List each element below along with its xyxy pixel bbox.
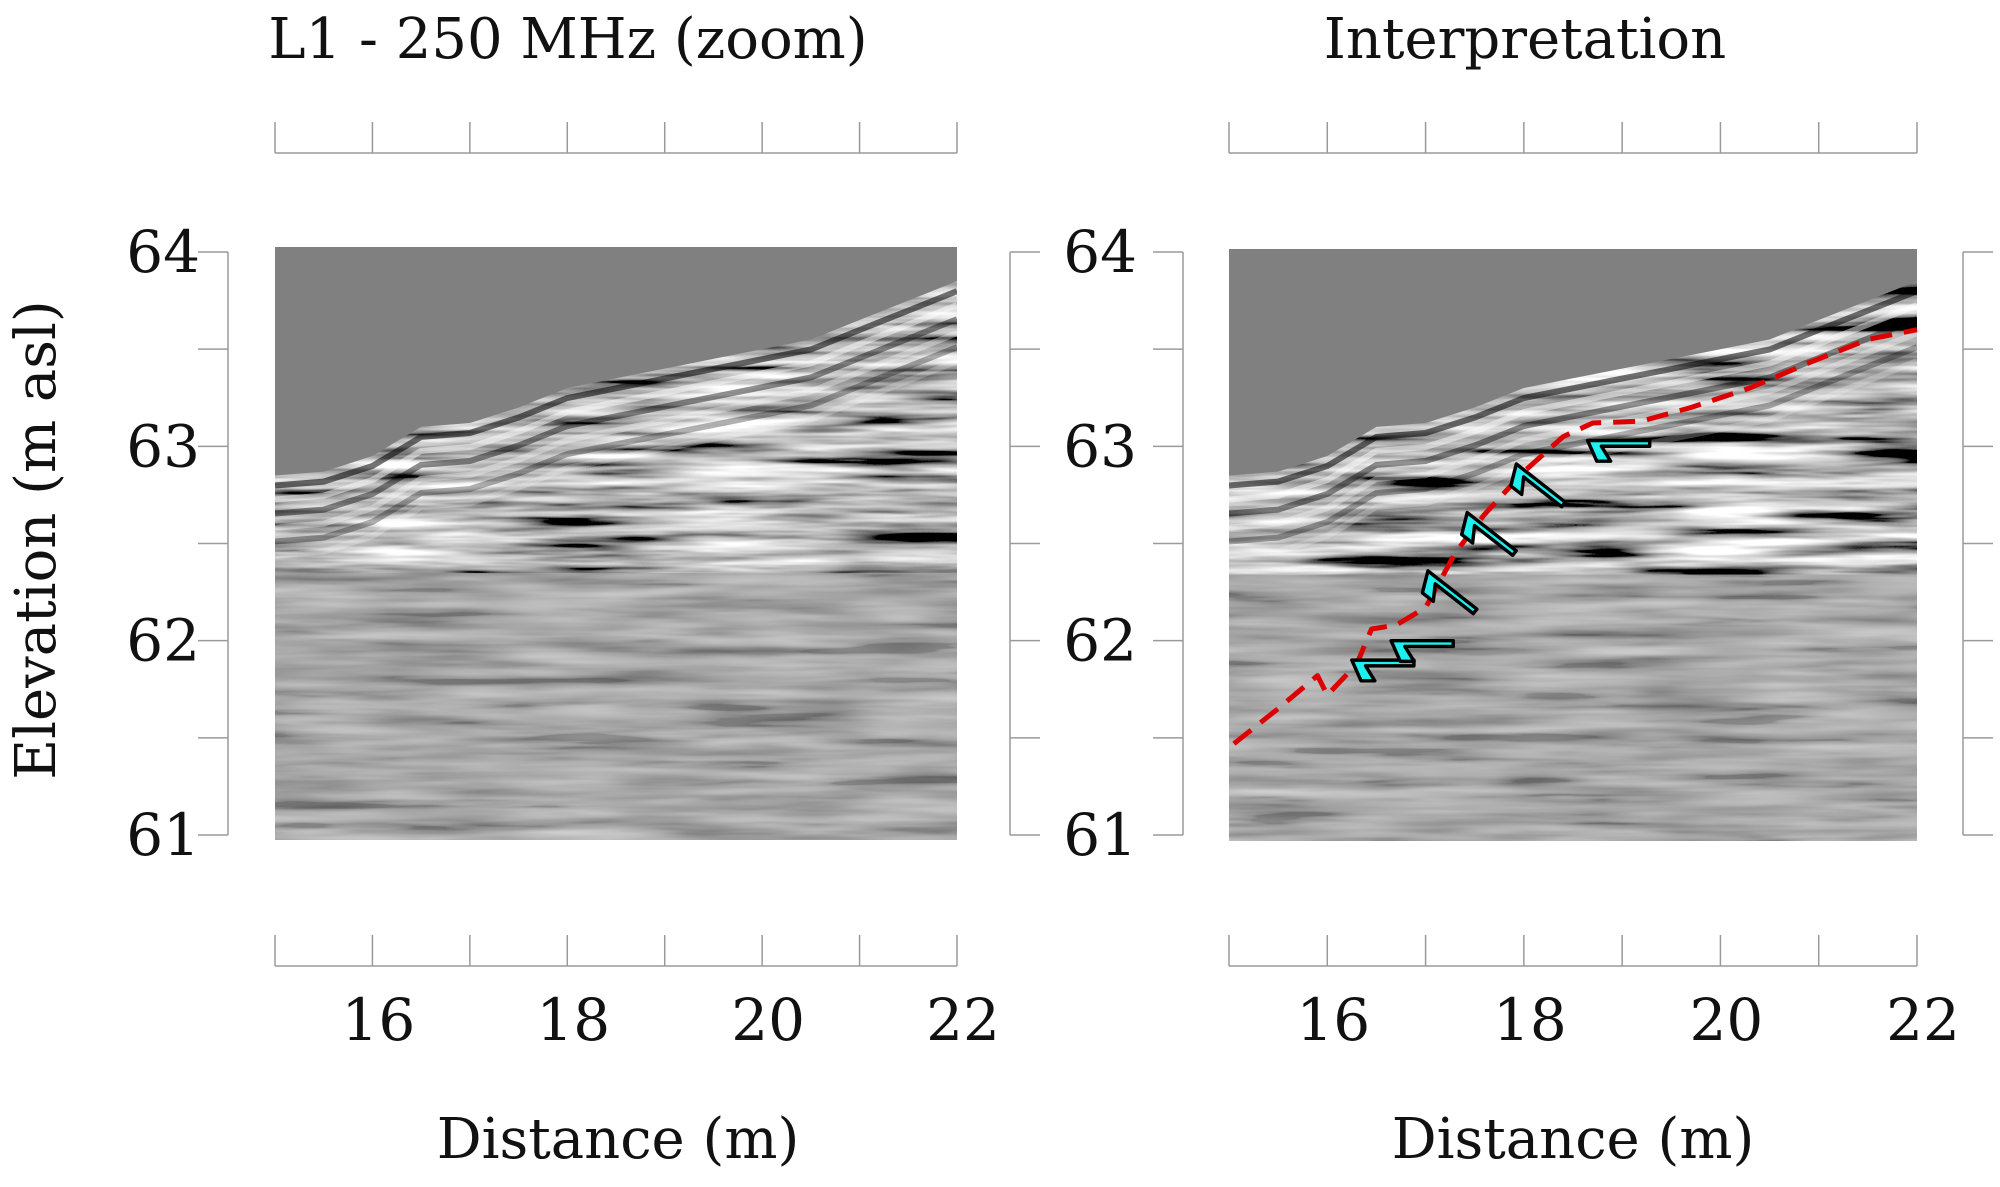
frame-bottom (1228, 935, 1918, 967)
surface-reflection-band (275, 316, 957, 517)
panel-title: L1 - 250 MHz (zoom) (268, 7, 867, 72)
weak-reflections (1229, 574, 1917, 841)
radargram-image (1229, 249, 1917, 841)
interpretation-overlay (1232, 327, 1918, 746)
frame-top (1228, 122, 1918, 154)
x-axis-label: Distance (m) (437, 1107, 800, 1172)
surface-reflection-band (275, 358, 957, 559)
x-tick-label: 18 (536, 986, 610, 1054)
x-tick-label: 16 (1296, 986, 1370, 1054)
y-tick-label: 63 (126, 412, 200, 480)
frame-left (198, 251, 229, 836)
panel-interpretation: Interpretation 61 62 63 64 16 18 20 22 Distanc… (1063, 7, 1993, 1172)
surface-reflection-band (1229, 330, 1917, 531)
half-arrow-icon (1459, 510, 1518, 558)
half-arrow-icon (1420, 569, 1479, 616)
subsurface-reflections (1229, 281, 1917, 841)
arrow-shape (1509, 462, 1567, 509)
y-tick-label: 62 (1063, 607, 1137, 675)
y-axis-label: Elevation (m asl) (4, 300, 69, 780)
x-tick-label: 20 (1690, 986, 1764, 1054)
frame-right (1962, 251, 1993, 836)
x-tick-label: 16 (342, 986, 416, 1054)
arrow-shape (1420, 569, 1479, 616)
half-arrow-icon (1389, 638, 1455, 664)
x-axis-label: Distance (m) (1392, 1107, 1755, 1172)
x-tick-label: 20 (731, 986, 805, 1054)
frame-right (1009, 251, 1040, 836)
y-tick-label: 64 (1063, 218, 1137, 286)
radargram-image (275, 247, 957, 840)
weak-reflections (275, 573, 957, 840)
surface-reflection-band (1229, 358, 1917, 559)
frame-left (1153, 251, 1184, 836)
y-tick-label: 62 (126, 607, 200, 675)
surface-reflection-band (275, 330, 957, 531)
surface-reflection-band (1229, 344, 1917, 545)
surface-reflection-band (1229, 316, 1917, 517)
y-tick-labels: 61 62 63 64 (126, 218, 200, 869)
arrow-shape (1459, 510, 1518, 558)
x-tick-labels: 16 18 20 22 (342, 986, 1000, 1054)
y-tick-label: 64 (126, 218, 200, 286)
half-arrow-icon (1509, 462, 1567, 509)
arrow-shape (1389, 638, 1455, 664)
y-tick-label: 61 (1063, 801, 1137, 869)
x-tick-label: 22 (926, 986, 1000, 1054)
x-tick-label: 22 (1886, 986, 1960, 1054)
surface-reflection-band (1229, 288, 1917, 489)
frame-bottom (274, 935, 958, 967)
frame-top (274, 122, 958, 154)
x-tick-labels: 16 18 20 22 (1296, 986, 1960, 1054)
panel-title: Interpretation (1324, 7, 1726, 72)
interpretation-dashed-line (1232, 327, 1918, 746)
y-tick-labels: 61 62 63 64 (1063, 218, 1137, 869)
surface-reflection-band (1229, 302, 1917, 503)
panel-radargram: L1 - 250 MHz (zoom) 61 62 63 64 16 18 20 22 Di… (126, 7, 1040, 1172)
arrow-shape (1585, 438, 1652, 463)
surface-reflection-band (275, 344, 957, 545)
y-tick-label: 61 (126, 801, 200, 869)
surface-reflection-band (275, 302, 957, 503)
half-arrow-icon (1585, 438, 1652, 463)
surface-reflection-band (275, 288, 957, 489)
y-tick-label: 63 (1063, 412, 1137, 480)
x-tick-label: 18 (1493, 986, 1567, 1054)
